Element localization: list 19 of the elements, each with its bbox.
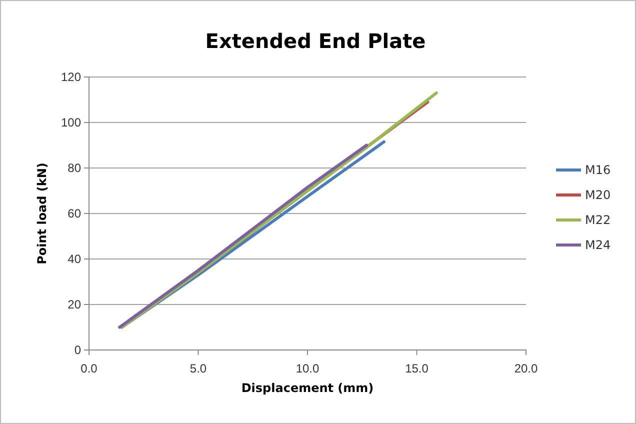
x-tick-label: 15.0: [405, 361, 429, 376]
legend-label: M24: [585, 238, 611, 252]
y-tick-label: 20: [68, 297, 82, 312]
x-tick-label: 20.0: [514, 361, 538, 376]
chart-title: Extended End Plate: [205, 29, 426, 53]
legend-label: M16: [585, 163, 611, 177]
x-tick-label: 0.0: [80, 361, 98, 376]
x-tick-label: 10.0: [296, 361, 320, 376]
y-tick-label: 120: [60, 70, 82, 84]
x-axis-title: Displacement (mm): [241, 381, 374, 395]
y-tick-label: 100: [60, 115, 82, 130]
y-tick-label: 0: [74, 342, 82, 357]
y-tick-label: 80: [68, 160, 82, 175]
y-axis-title: Point load (kN): [35, 162, 49, 264]
x-tick-label: 5.0: [190, 361, 207, 376]
legend-label: M20: [585, 188, 611, 202]
legend-label: M22: [585, 213, 611, 227]
y-tick-label: 60: [68, 206, 82, 220]
y-tick-label: 40: [68, 252, 82, 266]
